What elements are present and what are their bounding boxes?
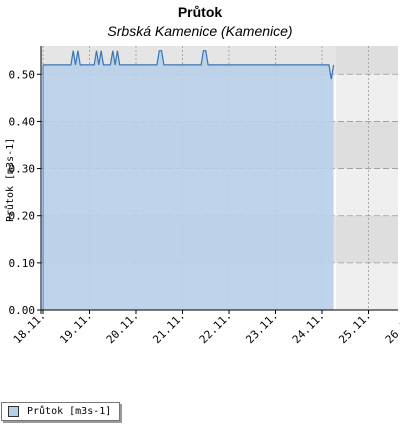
y-tick-label: 0.50 [9, 68, 36, 81]
y-axis-label: Průtok [m3s-1] [4, 138, 16, 222]
legend-swatch [8, 406, 19, 417]
x-tick-label: 20.11. [104, 309, 141, 346]
x-tick-label: 19.11. [57, 309, 94, 346]
x-tick-label: 23.11. [243, 309, 280, 346]
y-tick-label: 0.30 [9, 163, 36, 176]
forecast-region [335, 46, 398, 310]
chart-subtitle: Srbská Kamenice (Kamenice) [107, 23, 292, 39]
axes [37, 46, 398, 314]
x-tick-label: 22.11. [197, 309, 234, 346]
series-line [43, 50, 335, 80]
x-tick-label: 21.11. [150, 309, 187, 346]
series-area [42, 50, 335, 310]
y-tick-label: 0.40 [9, 115, 36, 128]
flow-chart: Průtok Srbská Kamenice (Kamenice) 0.000.… [4, 4, 400, 346]
legend-label: Průtok [m3s-1] [27, 406, 112, 417]
x-tick-label: 26.11. [383, 309, 400, 346]
series-fill [43, 50, 334, 310]
y-tick-label: 0.00 [9, 304, 36, 317]
chart-title: Průtok [178, 4, 223, 20]
x-tick-label: 25.11. [336, 309, 373, 346]
y-tick-label: 0.20 [9, 210, 36, 223]
legend: Průtok [m3s-1] [1, 402, 121, 421]
y-tick-labels: 0.00 0.10 0.20 0.30 0.40 0.50 [9, 68, 36, 317]
x-tick-label: 24.11. [290, 309, 327, 346]
x-tick-labels: 18.11. 19.11. 20.11. 21.11. 22.11. 23.11. 24.1… [11, 309, 400, 346]
y-tick-label: 0.10 [9, 257, 36, 270]
